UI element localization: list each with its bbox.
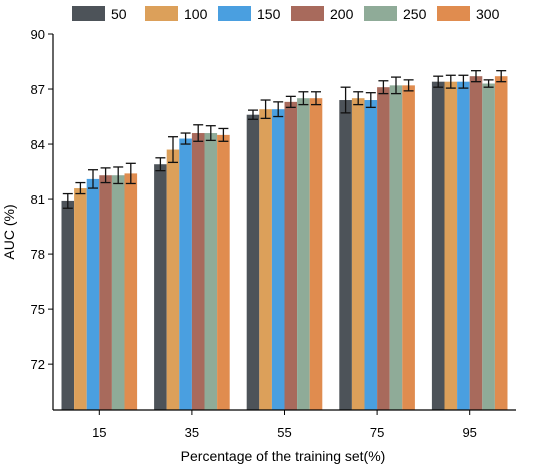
legend-label: 300 xyxy=(476,6,500,22)
bar-series-group xyxy=(61,76,508,411)
legend-swatch xyxy=(145,6,178,21)
bar xyxy=(457,81,470,410)
error-bar-group xyxy=(62,70,507,209)
legend-label: 50 xyxy=(111,6,127,22)
bar xyxy=(271,109,285,410)
bar xyxy=(309,98,323,410)
bar xyxy=(179,138,192,411)
bar xyxy=(482,83,495,411)
bar xyxy=(124,173,138,410)
bar xyxy=(204,133,218,411)
bar xyxy=(339,100,352,410)
y-tick-label: 75 xyxy=(31,302,45,317)
y-tick-label: 84 xyxy=(31,137,45,152)
legend-label: 200 xyxy=(330,6,354,22)
bar xyxy=(284,101,298,411)
bar xyxy=(217,134,230,410)
y-tick-label: 72 xyxy=(31,357,45,372)
legend-swatch xyxy=(218,6,251,21)
bar xyxy=(494,76,508,410)
bar xyxy=(154,164,167,410)
bar xyxy=(191,133,205,411)
x-tick-label: 55 xyxy=(277,425,291,440)
legend-swatch xyxy=(364,6,397,21)
bar xyxy=(61,200,75,410)
legend-swatch xyxy=(437,6,470,21)
legend-label: 250 xyxy=(403,6,427,22)
bar xyxy=(469,76,483,410)
legend-label: 100 xyxy=(184,6,208,22)
axes: 72 75 78 81 84 87 90 15 35 55 75 95 xyxy=(31,27,516,440)
legend-swatch xyxy=(291,6,324,21)
bar xyxy=(74,188,87,410)
bar xyxy=(259,109,272,410)
y-tick-label: 90 xyxy=(31,27,45,42)
y-tick-label: 87 xyxy=(31,82,45,97)
y-tick-label: 78 xyxy=(31,247,45,262)
legend: 50 100 150 200 250 300 xyxy=(72,6,500,22)
y-tick-label: 81 xyxy=(31,192,45,207)
bar xyxy=(166,149,180,411)
y-axis-label: AUC (%) xyxy=(1,204,17,259)
bar xyxy=(99,175,112,410)
bar xyxy=(364,100,378,410)
bar xyxy=(246,114,260,410)
x-tick-label: 75 xyxy=(370,425,384,440)
bar xyxy=(86,178,100,410)
legend-label: 150 xyxy=(257,6,281,22)
bar xyxy=(402,85,415,411)
x-axis-label: Percentage of the training set(%) xyxy=(181,448,386,464)
bar xyxy=(389,85,403,411)
x-tick-label: 35 xyxy=(185,425,199,440)
bar xyxy=(431,81,445,410)
bar xyxy=(297,98,310,410)
legend-swatch xyxy=(72,6,105,21)
bar xyxy=(444,81,458,410)
bar xyxy=(377,87,390,410)
x-tick-label: 15 xyxy=(92,425,106,440)
bar xyxy=(351,98,365,410)
bar xyxy=(111,175,125,410)
x-tick-label: 95 xyxy=(462,425,476,440)
